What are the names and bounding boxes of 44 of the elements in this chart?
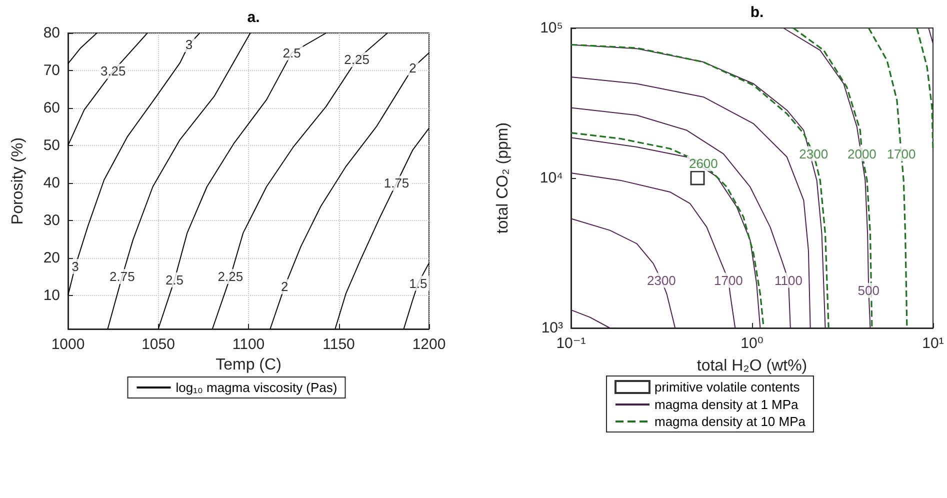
annotation: 2000 bbox=[847, 146, 876, 162]
annotation: 1700 bbox=[714, 272, 743, 288]
x-tick-label: 1150 bbox=[322, 336, 355, 353]
y-tick-label: 80 bbox=[43, 24, 60, 42]
y-tick-label: 30 bbox=[43, 212, 60, 229]
y-tick-label: 10 bbox=[43, 286, 60, 304]
y-tick-label: 20 bbox=[43, 249, 60, 266]
y-tick-label: 50 bbox=[43, 136, 60, 154]
x-tick-label: 1200 bbox=[412, 336, 446, 353]
annotation: 2300 bbox=[646, 272, 676, 288]
x-axis-title: Temp (C) bbox=[216, 356, 282, 374]
chart-title: a. bbox=[247, 9, 260, 26]
annotation: 1700 bbox=[886, 146, 916, 162]
y-tick-label: 10³ bbox=[541, 320, 563, 336]
y-tick-label: 60 bbox=[43, 99, 60, 116]
annotation: 2 bbox=[280, 279, 288, 294]
x-tick-label: 1050 bbox=[142, 336, 175, 353]
annotation: 2 bbox=[409, 60, 416, 76]
y-tick-label: 10⁵ bbox=[540, 20, 563, 36]
annotation: 2.25 bbox=[344, 52, 370, 68]
annotation: 2.75 bbox=[109, 269, 135, 284]
annotation: 2.5 bbox=[165, 272, 184, 288]
annotation: 1100 bbox=[774, 272, 802, 288]
annotation: 2300 bbox=[799, 146, 828, 162]
x-tick-label: 10⁻¹ bbox=[556, 335, 586, 352]
legend-label: log₁₀ magma viscosity (Pas) bbox=[176, 380, 338, 395]
x-tick-label: 1000 bbox=[51, 336, 85, 353]
chart-title: b. bbox=[750, 4, 764, 21]
y-tick-label: 10⁴ bbox=[540, 170, 563, 186]
legend-label: magma density at 10 MPa bbox=[654, 414, 806, 429]
y-axis-title: Porosity (%) bbox=[10, 137, 26, 225]
annotation: 3 bbox=[72, 258, 79, 274]
annotation: 2.25 bbox=[218, 269, 244, 284]
y-tick-label: 40 bbox=[43, 174, 60, 192]
annotation: 3 bbox=[185, 37, 193, 52]
x-tick-label: 10⁰ bbox=[740, 335, 764, 352]
legend-label: magma density at 1 MPa bbox=[654, 397, 800, 412]
annotation: 1.75 bbox=[384, 176, 410, 191]
legend-label: primitive volatile contents bbox=[654, 380, 800, 394]
x-tick-label: 10¹ bbox=[922, 335, 944, 352]
y-tick-label: 70 bbox=[43, 62, 60, 79]
x-tick-label: 1100 bbox=[232, 336, 265, 353]
y-axis-title: total CO₂ (ppm) bbox=[494, 122, 512, 234]
x-axis-title: total H₂O (wt%) bbox=[696, 358, 808, 374]
